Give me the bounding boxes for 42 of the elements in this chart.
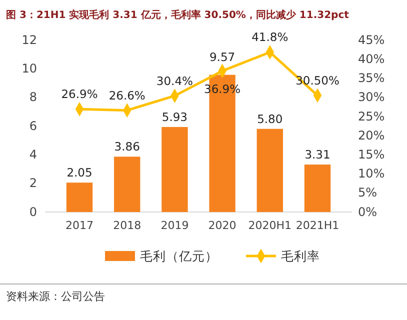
y2-tick-label: 25% [358, 109, 385, 124]
x-tick-label: 2020 [208, 218, 236, 232]
data-label: 3.86 [114, 140, 140, 154]
text: 资料来源：公司公告 [6, 290, 105, 303]
bar [162, 127, 188, 212]
bar [256, 128, 283, 212]
y-tick-label: 12 [22, 32, 37, 47]
y2-tick-label: 40% [358, 52, 385, 66]
y2-tick-label: 15% [358, 148, 385, 162]
data-label: 5.93 [162, 110, 188, 124]
x-tick-label: 2017 [66, 218, 94, 232]
y-tick-label: 4 [29, 148, 37, 162]
y2-tick-label: 0% [358, 204, 378, 219]
data-label: 26.9% [61, 87, 98, 102]
y-tick-label: 8 [29, 90, 37, 104]
y2-tick-label: 5% [358, 186, 378, 200]
y-tick-label: 2 [29, 176, 37, 190]
data-label: 26.6% [108, 88, 146, 102]
y2-tick-label: 45% [358, 32, 385, 47]
y2-tick-label: 10% [358, 166, 385, 181]
x-tick-label: 2018 [113, 218, 142, 232]
data-label: 41.8% [252, 30, 288, 44]
legend-label: 毛利率 [281, 248, 320, 264]
data-label: 9.57 [209, 50, 236, 64]
x-tick-label: 2021H1 [296, 218, 340, 232]
y-tick-label: 10 [22, 62, 37, 76]
data-label: 3.31 [304, 148, 330, 162]
y2-tick-label: 20% [358, 128, 385, 142]
data-label: 5.80 [257, 112, 283, 126]
data-label: 30.4% [156, 74, 194, 88]
y-tick-label: 6 [29, 118, 37, 133]
x-tick-label: 2020H1 [248, 218, 292, 232]
y2-tick-label: 30% [358, 90, 385, 104]
bar [66, 182, 93, 212]
bar [304, 164, 331, 212]
y2-tick-label: 35% [358, 71, 385, 86]
data-label: 2.05 [66, 166, 92, 180]
x-tick-label: 2019 [160, 218, 189, 232]
legend-label: 毛利（亿元） [140, 248, 218, 264]
chart-title: 图 3：21H1 实现毛利 3.31 亿元，毛利率 30.50%，同比减少 11.32pct [6, 9, 350, 21]
y-tick-label: 0 [29, 204, 37, 219]
bar [114, 156, 140, 212]
